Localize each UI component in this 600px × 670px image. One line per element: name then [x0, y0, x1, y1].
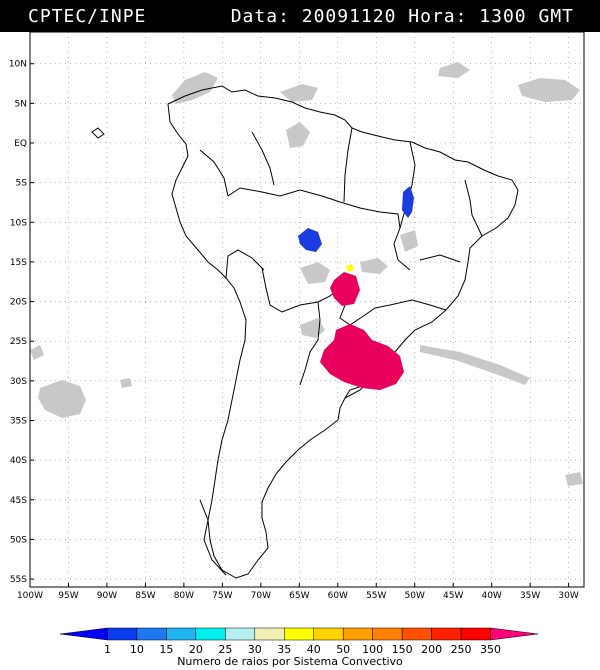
- lon-label: 95W: [58, 591, 78, 601]
- lon-label: 45W: [443, 591, 463, 601]
- lat-label: 5N: [15, 99, 27, 109]
- colorbar-swatch: [313, 627, 344, 641]
- lat-label: 35S: [10, 417, 27, 427]
- lat-label: 55S: [10, 575, 27, 585]
- colorbar-swatch: [460, 627, 491, 641]
- colorbar-label: 35: [277, 643, 291, 656]
- colorbar-swatch: [136, 627, 167, 641]
- colorbar-swatch: [284, 627, 314, 641]
- colorbar-label: 40: [307, 643, 321, 656]
- colorbar-label: 200: [421, 643, 442, 656]
- colorbar-label: 100: [362, 643, 383, 656]
- colorbar-label: 25: [218, 643, 232, 656]
- coastline: [91, 85, 519, 579]
- system-tocantins: [402, 186, 414, 218]
- lightning-systems: [298, 186, 414, 390]
- map-header: CPTEC/INPE Data: 20091120 Hora: 1300 GMT: [0, 0, 600, 32]
- colorbar-label: 10: [130, 643, 144, 656]
- source-label: CPTEC/INPE: [28, 6, 147, 27]
- colorbar-swatch: [107, 627, 138, 641]
- lat-label: 15S: [10, 258, 27, 268]
- lon-label: 40W: [481, 591, 501, 601]
- lon-label: 65W: [289, 591, 309, 601]
- colorbar-swatch: [372, 627, 403, 641]
- colorbar-swatch: [166, 627, 197, 641]
- system-mato-grosso: [298, 228, 322, 252]
- lon-label: 85W: [135, 591, 155, 601]
- colorbar-label: 1: [104, 643, 111, 656]
- colorbar-label: 350: [480, 643, 501, 656]
- longitude-labels: 100W 95W 90W 85W 80W 75W 70W 65W 60W 55W 50W 45W 40W…: [17, 583, 579, 601]
- lat-label: 10S: [10, 218, 27, 228]
- system-yellow: [346, 264, 354, 272]
- colorbar: 1 10 15 20 25 30 35 40 50 100 150 200 250 350: [59, 627, 539, 656]
- colorbar-label: 150: [392, 643, 413, 656]
- colorbar-label: 15: [159, 643, 173, 656]
- colorbar-label: 50: [336, 643, 350, 656]
- lon-label: 50W: [405, 591, 425, 601]
- colorbar-swatch: [59, 627, 108, 641]
- colorbar-label: 250: [451, 643, 472, 656]
- lon-label: 35W: [520, 591, 540, 601]
- lat-label: 40S: [10, 456, 27, 466]
- lat-label: EQ: [14, 139, 27, 149]
- colorbar-swatch: [225, 627, 256, 641]
- colorbar-label: 20: [189, 643, 203, 656]
- lightning-map: 10N5NEQ5S10S15S20S25S30S35S40S45S50S55S …: [9, 32, 585, 668]
- colorbar-title: Numero de raios por Sistema Convectivo: [177, 655, 403, 668]
- colorbar-swatch: [254, 627, 285, 641]
- cloud-cover: [30, 62, 583, 486]
- system-ms-paraguay: [330, 272, 360, 306]
- colorbar-swatch: [195, 627, 226, 641]
- colorbar-swatch: [342, 627, 373, 641]
- system-south-cone: [320, 324, 404, 390]
- lat-label: 50S: [10, 535, 27, 545]
- lat-label: 10N: [9, 60, 27, 70]
- colorbar-swatch: [490, 627, 539, 641]
- lon-label: 70W: [251, 591, 271, 601]
- datetime-label: Data: 20091120 Hora: 1300 GMT: [230, 6, 574, 27]
- lat-label: 25S: [10, 337, 27, 347]
- lon-label: 30W: [558, 591, 578, 601]
- lon-label: 60W: [328, 591, 348, 601]
- map-frame: [29, 32, 585, 588]
- lat-label: 5S: [16, 179, 28, 189]
- map-grid: [29, 32, 584, 587]
- lat-label: 30S: [10, 377, 27, 387]
- lat-label: 45S: [10, 496, 27, 506]
- latitude-labels: 10N 5N EQ 5S 10S 15S 20S 25S 30S 35S 40S 45S 50S 55S: [9, 60, 34, 585]
- colorbar-swatch: [431, 627, 462, 641]
- lat-label: 20S: [10, 298, 27, 308]
- lon-label: 100W: [17, 591, 43, 601]
- lon-label: 55W: [366, 591, 386, 601]
- lon-label: 80W: [174, 591, 194, 601]
- colorbar-swatch: [401, 627, 432, 641]
- colorbar-label: 30: [248, 643, 262, 656]
- lon-label: 90W: [97, 591, 117, 601]
- lon-label: 75W: [212, 591, 232, 601]
